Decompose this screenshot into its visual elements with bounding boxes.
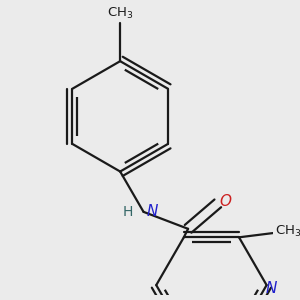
Text: N: N: [266, 281, 278, 296]
Text: N: N: [147, 204, 158, 219]
Text: CH$_3$: CH$_3$: [107, 6, 134, 21]
Text: O: O: [219, 194, 231, 209]
Text: CH$_3$: CH$_3$: [275, 224, 300, 238]
Text: H: H: [122, 205, 133, 219]
